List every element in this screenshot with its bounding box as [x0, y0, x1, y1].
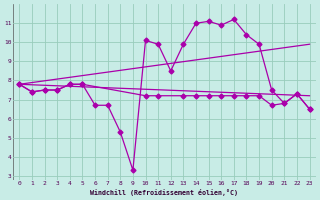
X-axis label: Windchill (Refroidissement éolien,°C): Windchill (Refroidissement éolien,°C)	[91, 189, 238, 196]
